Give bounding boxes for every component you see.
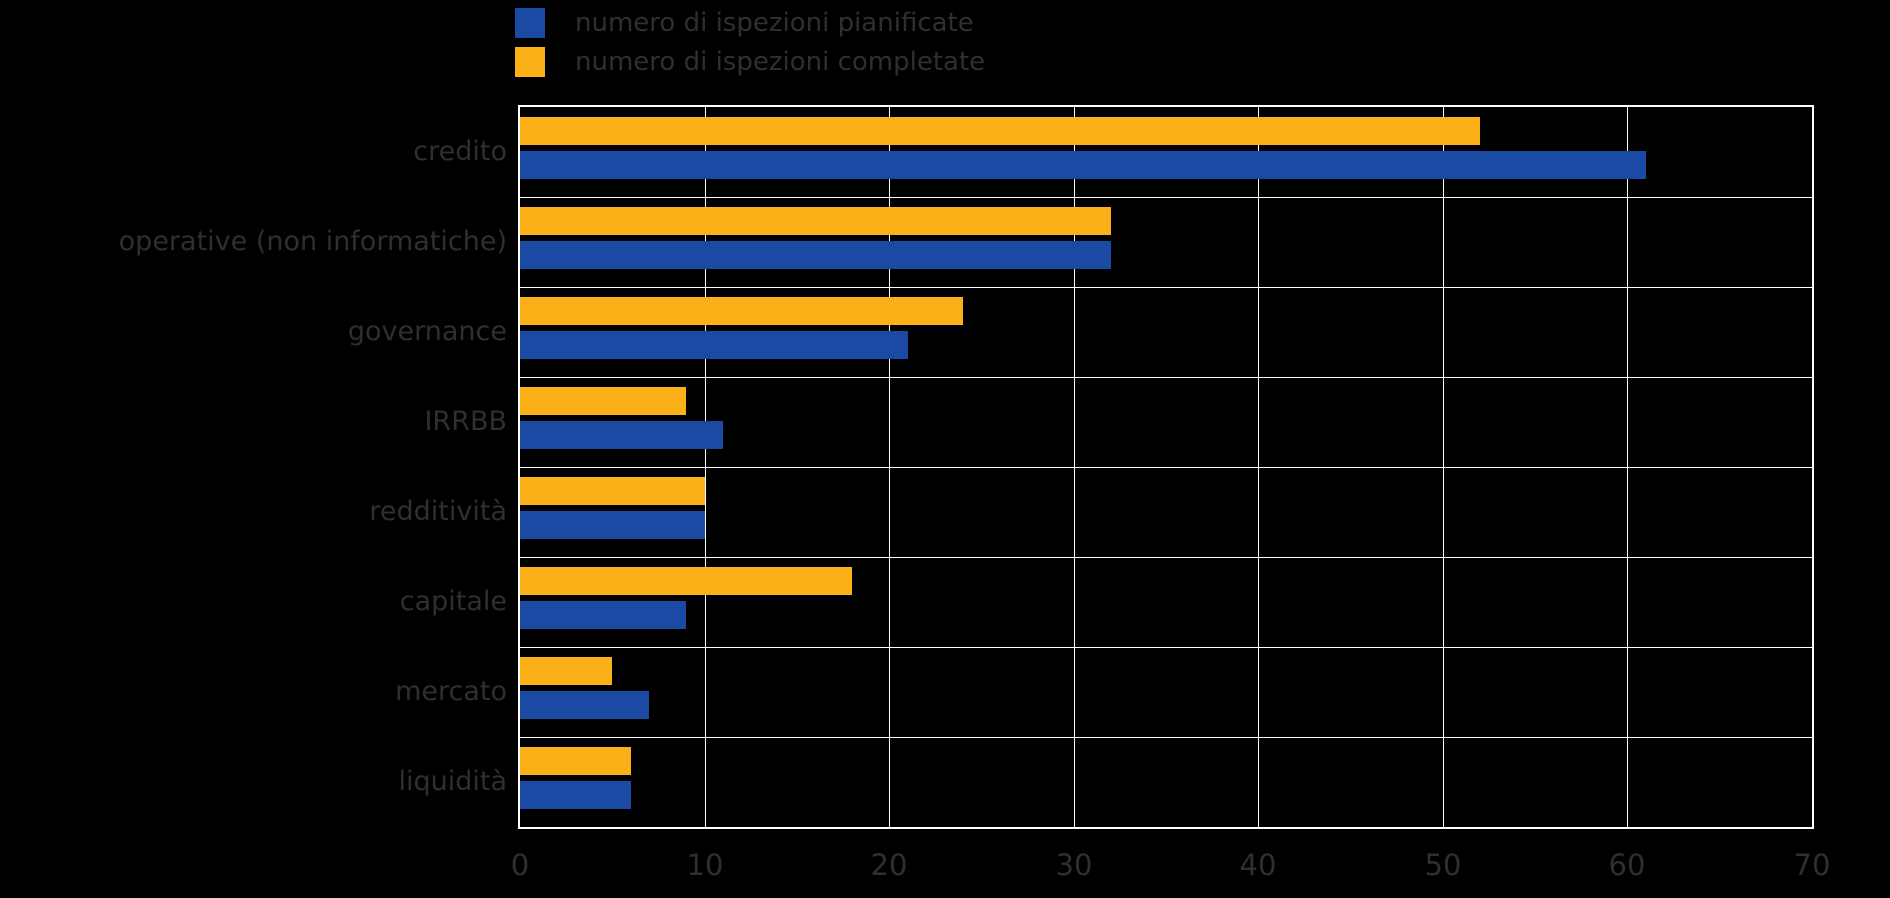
plot-area	[518, 105, 1814, 829]
bar-planned-redditivit-	[520, 511, 705, 539]
bar-completed-IRRBB	[520, 387, 686, 415]
bar-completed-liquidit-	[520, 747, 631, 775]
category-label: mercato	[395, 676, 507, 707]
category-label: capitale	[399, 586, 507, 617]
x-tick-label: 30	[1055, 848, 1093, 882]
x-tick-label: 40	[1239, 848, 1277, 882]
legend-label-completed: numero di ispezioni completate	[575, 47, 986, 77]
category-label: IRRBB	[424, 406, 507, 437]
gridline-band-5	[520, 557, 1812, 558]
bar-planned-operative--non-informatiche-	[520, 241, 1111, 269]
bar-completed-redditivit-	[520, 477, 705, 505]
bar-completed-capitale	[520, 567, 852, 595]
x-tick-label: 60	[1608, 848, 1646, 882]
x-tick-label: 70	[1793, 848, 1831, 882]
category-label: governance	[347, 316, 507, 347]
gridline-band-3	[520, 377, 1812, 378]
bar-planned-liquidit-	[520, 781, 631, 809]
category-label: liquidità	[398, 766, 507, 797]
bar-planned-capitale	[520, 601, 686, 629]
bar-completed-governance	[520, 297, 963, 325]
gridline-band-2	[520, 287, 1812, 288]
bar-planned-IRRBB	[520, 421, 723, 449]
category-label: credito	[413, 136, 507, 167]
legend-swatch-planned-icon	[515, 8, 545, 38]
legend-item-completed: numero di ispezioni completate	[515, 47, 985, 77]
gridline-band-7	[520, 737, 1812, 738]
legend-item-planned: numero di ispezioni pianificate	[515, 8, 985, 38]
category-label: operative (non informatiche)	[118, 226, 507, 257]
bar-completed-operative--non-informatiche-	[520, 207, 1111, 235]
x-tick-label: 50	[1424, 848, 1462, 882]
gridline-band-6	[520, 647, 1812, 648]
bar-planned-credito	[520, 151, 1646, 179]
bar-completed-mercato	[520, 657, 612, 685]
legend-label-planned: numero di ispezioni pianificate	[575, 8, 974, 38]
legend-swatch-completed-icon	[515, 47, 545, 77]
bar-planned-governance	[520, 331, 908, 359]
x-tick-label: 0	[510, 848, 530, 882]
bar-completed-credito	[520, 117, 1480, 145]
category-label: redditività	[369, 496, 507, 527]
x-tick-label: 10	[686, 848, 724, 882]
gridline-band-4	[520, 467, 1812, 468]
bar-planned-mercato	[520, 691, 649, 719]
gridline-band-1	[520, 197, 1812, 198]
x-tick-label: 20	[870, 848, 908, 882]
legend: numero di ispezioni pianificate numero d…	[515, 8, 985, 86]
